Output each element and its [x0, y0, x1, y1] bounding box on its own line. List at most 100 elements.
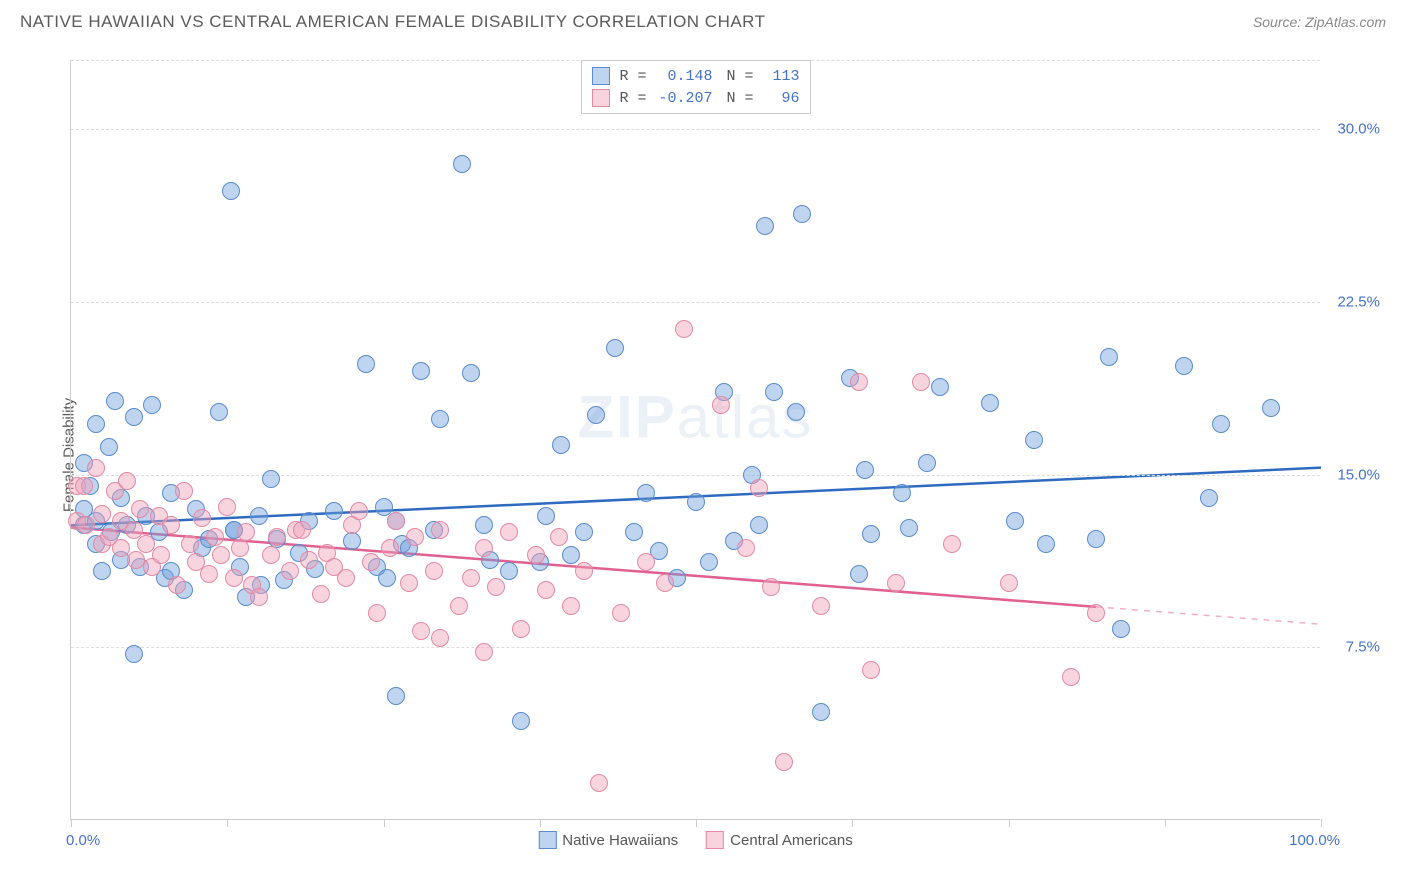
scatter-point	[368, 604, 386, 622]
legend-n-value: 96	[760, 90, 800, 107]
scatter-point	[1006, 512, 1024, 530]
y-tick-label: 30.0%	[1325, 121, 1380, 138]
scatter-point	[462, 364, 480, 382]
legend-series-label: Native Hawaiians	[562, 832, 678, 849]
chart-header: NATIVE HAWAIIAN VS CENTRAL AMERICAN FEMA…	[0, 0, 1406, 40]
scatter-point	[500, 523, 518, 541]
x-tick	[1321, 819, 1322, 827]
scatter-point	[262, 470, 280, 488]
scatter-point	[237, 523, 255, 541]
legend-r-value: 0.148	[653, 68, 713, 85]
scatter-point	[1087, 604, 1105, 622]
scatter-point	[887, 574, 905, 592]
scatter-point	[793, 205, 811, 223]
chart-container: Female Disability ZIPatlas R = 0.148N = …	[50, 60, 1390, 850]
scatter-point	[387, 687, 405, 705]
y-tick-label: 7.5%	[1325, 639, 1380, 656]
x-tick	[696, 819, 697, 827]
legend-series-label: Central Americans	[730, 832, 853, 849]
scatter-point	[93, 562, 111, 580]
scatter-point	[562, 546, 580, 564]
scatter-point	[412, 362, 430, 380]
legend-correlation-row: R = 0.148N = 113	[591, 65, 799, 87]
scatter-point	[75, 477, 93, 495]
scatter-point	[912, 373, 930, 391]
scatter-point	[512, 712, 530, 730]
plot-area: ZIPatlas R = 0.148N = 113R = -0.207N = 9…	[70, 60, 1320, 820]
scatter-point	[125, 408, 143, 426]
scatter-point	[775, 753, 793, 771]
scatter-point	[500, 562, 518, 580]
scatter-point	[462, 569, 480, 587]
scatter-point	[262, 546, 280, 564]
legend-swatch	[706, 831, 724, 849]
legend-n-label: N =	[727, 90, 754, 107]
x-tick	[540, 819, 541, 827]
scatter-point	[77, 516, 95, 534]
scatter-point	[168, 576, 186, 594]
scatter-point	[656, 574, 674, 592]
scatter-point	[87, 459, 105, 477]
scatter-point	[765, 383, 783, 401]
scatter-point	[406, 528, 424, 546]
x-axis-start-label: 0.0%	[66, 832, 100, 849]
scatter-point	[212, 546, 230, 564]
scatter-point	[675, 320, 693, 338]
scatter-point	[1262, 399, 1280, 417]
scatter-point	[700, 553, 718, 571]
scatter-point	[900, 519, 918, 537]
legend-swatch	[591, 89, 609, 107]
scatter-point	[862, 525, 880, 543]
scatter-point	[1175, 357, 1193, 375]
scatter-point	[862, 661, 880, 679]
legend-n-value: 113	[760, 68, 800, 85]
scatter-point	[337, 569, 355, 587]
scatter-point	[131, 500, 149, 518]
scatter-point	[590, 774, 608, 792]
scatter-point	[431, 521, 449, 539]
scatter-point	[943, 535, 961, 553]
gridline	[71, 302, 1320, 303]
scatter-point	[625, 523, 643, 541]
scatter-point	[981, 394, 999, 412]
scatter-point	[612, 604, 630, 622]
scatter-point	[293, 521, 311, 539]
scatter-point	[812, 703, 830, 721]
scatter-point	[487, 578, 505, 596]
x-axis-end-label: 100.0%	[1289, 832, 1340, 849]
scatter-point	[712, 396, 730, 414]
scatter-point	[225, 569, 243, 587]
legend-r-value: -0.207	[653, 90, 713, 107]
scatter-point	[1100, 348, 1118, 366]
scatter-point	[357, 355, 375, 373]
legend-correlation-row: R = -0.207N = 96	[591, 87, 799, 109]
x-tick	[227, 819, 228, 827]
scatter-point	[118, 472, 136, 490]
legend-n-label: N =	[727, 68, 754, 85]
scatter-point	[1087, 530, 1105, 548]
scatter-point	[918, 454, 936, 472]
scatter-point	[850, 565, 868, 583]
scatter-point	[750, 516, 768, 534]
scatter-point	[537, 581, 555, 599]
scatter-point	[1200, 489, 1218, 507]
legend-series-item: Native Hawaiians	[538, 831, 678, 849]
scatter-point	[537, 507, 555, 525]
scatter-point	[200, 565, 218, 583]
scatter-point	[325, 502, 343, 520]
scatter-point	[512, 620, 530, 638]
legend-series-item: Central Americans	[706, 831, 853, 849]
legend-swatch	[591, 67, 609, 85]
scatter-point	[453, 155, 471, 173]
scatter-point	[181, 535, 199, 553]
scatter-point	[575, 562, 593, 580]
scatter-point	[400, 574, 418, 592]
scatter-point	[1212, 415, 1230, 433]
chart-source: Source: ZipAtlas.com	[1253, 14, 1386, 30]
scatter-point	[210, 403, 228, 421]
scatter-point	[300, 551, 318, 569]
scatter-point	[1000, 574, 1018, 592]
x-tick	[71, 819, 72, 827]
scatter-point	[231, 539, 249, 557]
scatter-point	[450, 597, 468, 615]
